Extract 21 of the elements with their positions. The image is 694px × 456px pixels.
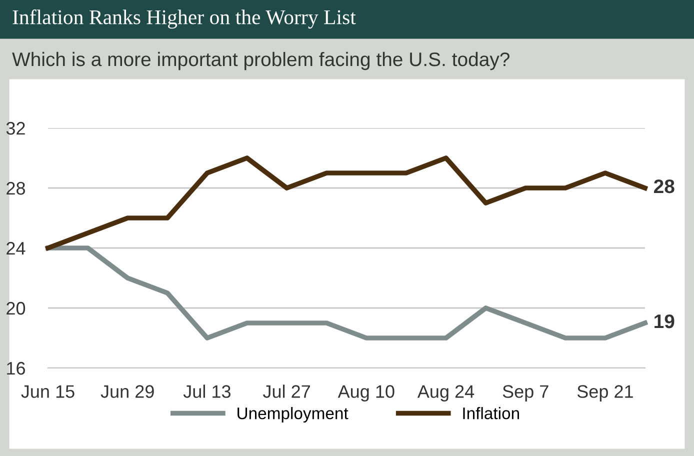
data-label: 28 <box>654 179 674 194</box>
y-tick-label: 28 <box>6 182 25 195</box>
x-tick-label: Jun 15 <box>21 385 74 398</box>
line-series <box>46 246 648 340</box>
legend-label: Inflation <box>463 407 519 420</box>
x-tick-label: Sep 21 <box>577 385 633 402</box>
y-tick-label: 32 <box>6 122 25 135</box>
line-series <box>46 156 648 250</box>
legend-label: Unemployment <box>238 407 348 423</box>
data-label: 19 <box>654 314 674 328</box>
y-tick-label: 16 <box>7 362 25 375</box>
x-tick-label: Jul 27 <box>262 384 310 398</box>
y-tick-label: 24 <box>6 242 26 255</box>
x-tick-label: Aug 24 <box>417 385 474 402</box>
x-tick-label: Jun 29 <box>100 385 154 398</box>
x-tick-label: Sep 7 <box>502 385 548 402</box>
y-tick-label: 20 <box>6 302 26 315</box>
chart-subtitle: Which is a more important problem facing the U.S. today? <box>12 52 510 70</box>
x-tick-label: Jul 13 <box>183 384 230 398</box>
x-tick-label: Aug 10 <box>338 385 394 402</box>
chart-title: Inflation Ranks Higher on the Worry List <box>12 9 356 29</box>
